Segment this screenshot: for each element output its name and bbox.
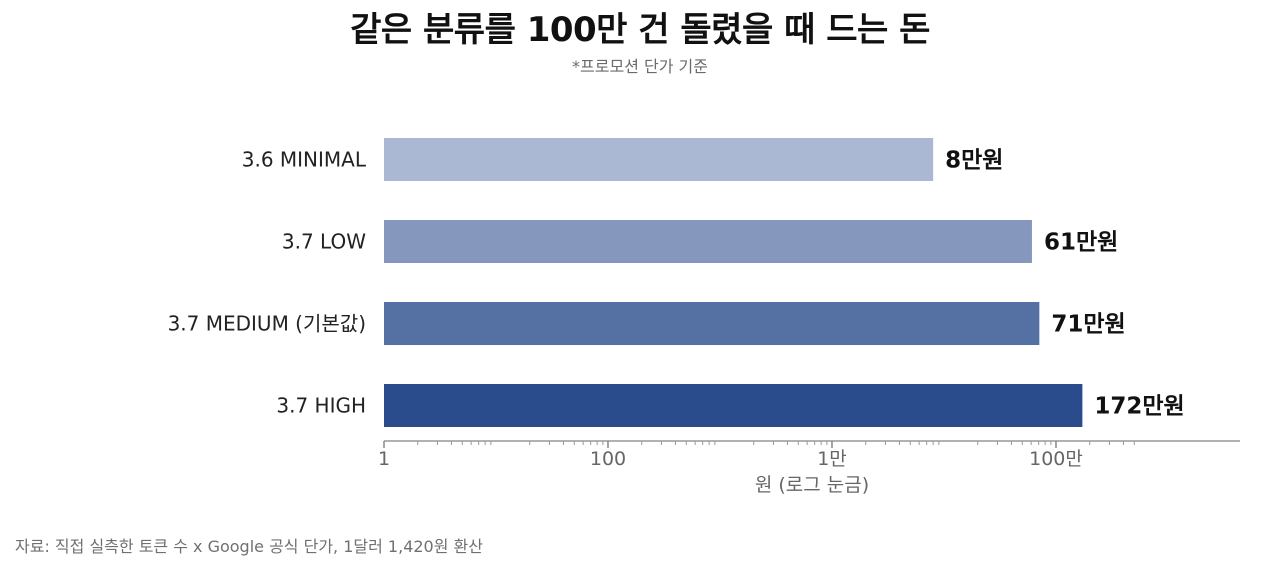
chart-subtitle: *프로모션 단가 기준 xyxy=(572,57,708,76)
value-label: 8만원 xyxy=(945,148,1003,174)
value-label: 71만원 xyxy=(1051,312,1125,338)
category-label: 3.7 LOW xyxy=(282,230,366,254)
chart-title: 같은 분류를 100만 건 돌렸을 때 드는 돈 xyxy=(350,10,930,50)
value-label: 172만원 xyxy=(1094,394,1184,420)
source-note: 자료: 직접 실측한 토큰 수 x Google 공식 단가, 1달러 1,42… xyxy=(15,537,483,556)
bar xyxy=(384,384,1083,427)
bar xyxy=(384,138,934,181)
bar xyxy=(384,220,1032,263)
x-tick-label: 1 xyxy=(378,448,390,470)
category-label: 3.7 HIGH xyxy=(276,394,366,418)
category-label: 3.7 MEDIUM (기본값) xyxy=(168,312,366,336)
value-label: 61만원 xyxy=(1044,230,1118,256)
x-tick-label: 100만 xyxy=(1029,448,1083,470)
bar xyxy=(384,302,1040,345)
x-axis-title: 원 (로그 눈금) xyxy=(755,474,869,496)
category-label: 3.6 MINIMAL xyxy=(242,148,367,172)
x-tick-label: 1만 xyxy=(817,448,847,470)
x-tick-label: 100 xyxy=(590,448,626,470)
